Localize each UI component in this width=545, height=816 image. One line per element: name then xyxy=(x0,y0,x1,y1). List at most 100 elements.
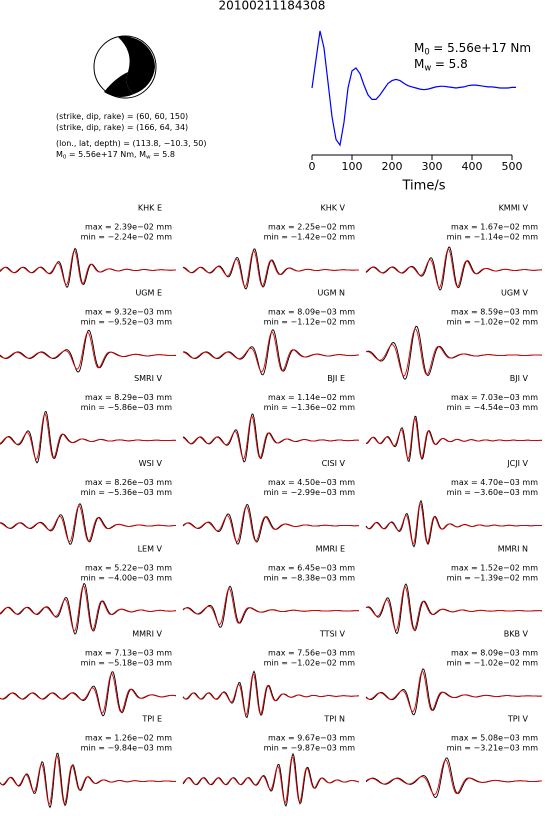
station-name: JCJI V xyxy=(506,459,528,468)
subscript: w xyxy=(146,154,151,160)
station-name: LEM V xyxy=(138,544,163,553)
station-name: UGM E xyxy=(135,289,162,298)
waveform xyxy=(365,583,543,635)
min-label: min = −1.36e−02 mm xyxy=(264,403,356,412)
min-label: min = −1.42e−02 mm xyxy=(264,233,356,242)
text-line: M0 = 5.56e+17 Nm xyxy=(414,41,531,57)
x-tick-label: 300 xyxy=(422,160,443,173)
min-label: min = −2.24e−02 mm xyxy=(81,233,173,242)
min-label: min = −1.02e−02 mm xyxy=(264,659,356,668)
station-name: SMRI V xyxy=(134,374,162,383)
text-part: M xyxy=(414,57,424,71)
x-tick-label: 100 xyxy=(342,160,363,173)
station-name: BJI E xyxy=(327,374,345,383)
min-label: min = −5.86e−03 mm xyxy=(81,403,173,412)
waveform xyxy=(0,503,176,545)
waveform xyxy=(182,752,360,807)
station-name: MMRI N xyxy=(498,544,528,553)
max-label: max = 9.67e−03 mm xyxy=(268,734,355,743)
station-name: KHK E xyxy=(138,204,162,213)
max-label: max = 4.70e−03 mm xyxy=(451,478,538,487)
station-name: UGM N xyxy=(318,289,346,298)
waveform xyxy=(182,331,360,373)
x-tick-label: 500 xyxy=(502,160,523,173)
text-part: (lon., lat, depth) = (113.8, −10.3, 50) xyxy=(56,139,207,148)
waveform xyxy=(182,587,359,625)
waveform xyxy=(182,415,360,460)
waveform xyxy=(0,413,176,460)
x-axis-label: Time/s xyxy=(402,179,446,194)
text-line: (strike, dip, rake) = (60, 60, 150) xyxy=(56,112,188,121)
max-label: max = 8.29e−03 mm xyxy=(85,393,172,402)
waveform xyxy=(182,250,359,288)
max-label: max = 1.67e−02 mm xyxy=(451,223,538,232)
station-name: MMRI E xyxy=(316,544,345,553)
min-label: min = −2.99e−03 mm xyxy=(264,488,356,497)
x-tick-label: 200 xyxy=(382,160,403,173)
waveform xyxy=(182,503,359,545)
text-part: (strike, dip, rake) = (60, 60, 150) xyxy=(56,112,188,121)
min-label: min = −9.87e−03 mm xyxy=(264,744,356,753)
waveform xyxy=(0,585,177,632)
waveform xyxy=(365,759,542,796)
waveform xyxy=(365,668,543,716)
station-name: BJI V xyxy=(510,374,529,383)
subscript: w xyxy=(424,62,431,72)
waveform xyxy=(365,415,542,463)
waveform xyxy=(365,670,542,713)
station-name: TPI N xyxy=(323,715,345,724)
station-name: CISI V xyxy=(322,459,346,468)
waveform xyxy=(0,673,177,714)
min-label: min = −3.21e−03 mm xyxy=(447,744,539,753)
station-name: TTSI V xyxy=(319,630,346,639)
waveform xyxy=(0,754,176,806)
waveform xyxy=(182,755,360,804)
subscript: 0 xyxy=(424,46,429,56)
min-label: min = −1.12e−02 mm xyxy=(264,318,356,327)
text-part: = 5.56e+17 Nm, M xyxy=(69,150,146,159)
min-label: min = −5.36e−03 mm xyxy=(81,488,173,497)
waveform xyxy=(182,505,360,543)
text-line: (lon., lat, depth) = (113.8, −10.3, 50) xyxy=(56,139,207,148)
max-label: max = 7.03e−03 mm xyxy=(451,393,538,402)
waveform xyxy=(0,331,176,370)
text-part: = 5.8 xyxy=(153,150,175,159)
max-label: max = 8.26e−03 mm xyxy=(85,478,172,487)
min-label: min = −4.00e−03 mm xyxy=(81,573,173,582)
station-name: TPI E xyxy=(141,715,162,724)
max-label: max = 8.09e−03 mm xyxy=(451,649,538,658)
station-name: TPI V xyxy=(507,715,529,724)
waveform xyxy=(365,585,542,632)
min-label: min = −4.54e−03 mm xyxy=(447,403,539,412)
waveform xyxy=(365,325,542,380)
waveform xyxy=(365,246,542,291)
text-line: Mw = 5.8 xyxy=(414,57,468,73)
subscript: 0 xyxy=(63,154,67,160)
max-label: max = 6.45e−03 mm xyxy=(268,563,355,572)
station-name: KHK V xyxy=(320,204,345,213)
min-label: min = −1.39e−02 mm xyxy=(447,573,539,582)
waveform xyxy=(182,413,359,463)
min-label: min = −1.02e−02 mm xyxy=(447,318,539,327)
waveform xyxy=(365,502,542,545)
max-label: max = 1.26e−02 mm xyxy=(85,734,172,743)
max-label: max = 8.59e−03 mm xyxy=(451,308,538,317)
max-label: max = 7.56e−03 mm xyxy=(268,649,355,658)
waveform xyxy=(0,410,176,464)
waveform xyxy=(365,328,542,377)
beachball xyxy=(93,35,157,99)
x-tick-label: 400 xyxy=(462,160,483,173)
max-label: max = 5.22e−03 mm xyxy=(85,563,172,572)
min-label: min = −5.18e−03 mm xyxy=(81,659,173,668)
stf-line xyxy=(311,30,516,147)
min-label: min = −3.60e−03 mm xyxy=(447,488,539,497)
waveform xyxy=(182,328,360,376)
x-tick-label: 0 xyxy=(309,160,316,173)
station-name: KMMI V xyxy=(499,204,529,213)
min-label: min = −9.84e−03 mm xyxy=(81,744,173,753)
min-label: min = −1.02e−02 mm xyxy=(447,659,539,668)
max-label: max = 2.39e−02 mm xyxy=(85,223,172,232)
station-name: UGM V xyxy=(501,289,529,298)
